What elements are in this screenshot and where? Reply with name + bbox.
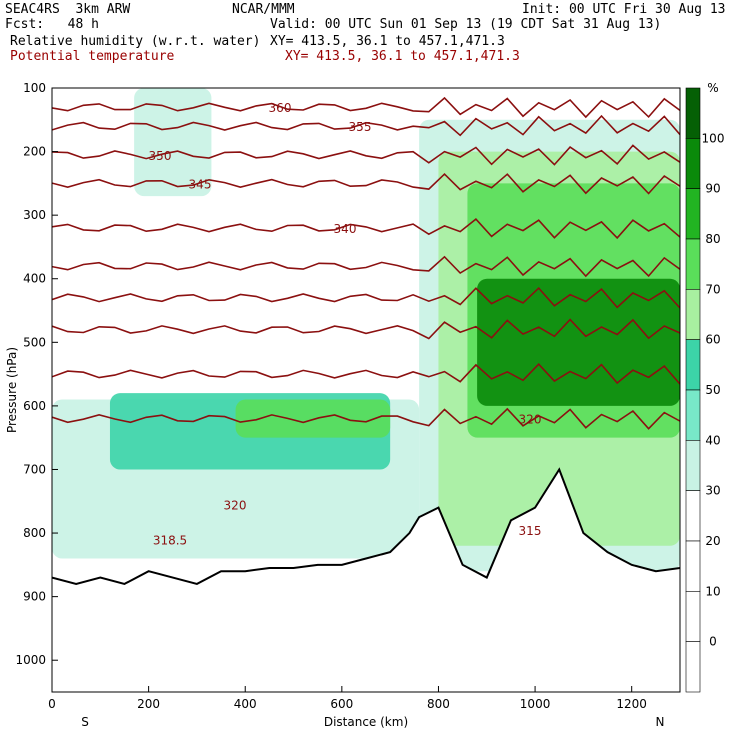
colorbar-label: % [707, 81, 718, 95]
colorbar-label: 90 [705, 182, 720, 196]
model-label: SEAC4RS 3km ARW [5, 2, 131, 17]
y-tick-label: 600 [23, 399, 46, 413]
rh-region [235, 399, 391, 438]
valid-label: Valid: 00 UTC Sun 01 Sep 13 (19 CDT Sat … [270, 17, 662, 32]
org-label: NCAR/MMM [232, 2, 295, 17]
x-tick-label: 1000 [520, 697, 551, 711]
theta-contour [52, 172, 680, 195]
south-label: S [81, 715, 89, 729]
x-tick-label: 800 [427, 697, 450, 711]
theta-contour [52, 218, 680, 240]
colorbar-segment [685, 138, 701, 189]
colorbar-segment [685, 490, 701, 542]
colorbar-label: 40 [705, 433, 720, 447]
rh-region [134, 88, 212, 197]
theta-label: 345 [189, 177, 212, 191]
y-tick-label: 1000 [15, 653, 46, 667]
theta-contour [52, 114, 680, 137]
theta-contour [52, 286, 680, 309]
field2-xy: XY= 413.5, 36.1 to 457.1,471.3 [285, 49, 520, 64]
y-tick-label: 700 [23, 462, 46, 476]
x-tick-label: 200 [137, 697, 160, 711]
theta-label: 320 [224, 498, 247, 512]
colorbar-segment [685, 339, 701, 391]
theta-contour [52, 407, 680, 430]
colorbar-label: 100 [702, 131, 725, 145]
colorbar-segment [685, 440, 701, 491]
y-tick-label: 100 [23, 81, 46, 95]
theta-label: 355 [349, 120, 372, 134]
field2-label: Potential temperature [10, 49, 175, 64]
colorbar-segment [685, 389, 701, 441]
y-axis-label: Pressure (hPa) [5, 347, 19, 433]
x-tick-label: 400 [234, 697, 257, 711]
colorbar-segment [685, 641, 701, 693]
colorbar-label: 10 [705, 584, 720, 598]
colorbar-label: 50 [705, 383, 720, 397]
y-tick-label: 400 [23, 272, 46, 286]
theta-label: 340 [334, 222, 357, 236]
colorbar-segment [685, 540, 701, 592]
colorbar-label: 20 [705, 534, 720, 548]
theta-contour [52, 144, 680, 166]
y-tick-label: 800 [23, 526, 46, 540]
theta-label: 360 [269, 101, 292, 115]
theta-contour [52, 96, 680, 119]
theta-label: 350 [149, 149, 172, 163]
field1-label: Relative humidity (w.r.t. water) [10, 34, 261, 49]
colorbar-segment [685, 87, 701, 139]
theta-label: 315 [519, 524, 542, 538]
theta-contour [52, 255, 680, 278]
colorbar-label: 0 [709, 635, 717, 649]
colorbar-label: 30 [705, 484, 720, 498]
plot-frame [51, 87, 681, 693]
colorbar-segment [685, 591, 701, 642]
terrain-line [52, 467, 680, 585]
theta-label: 320 [519, 413, 542, 427]
north-label: N [656, 715, 665, 729]
colorbar-label: 80 [705, 232, 720, 246]
x-tick-label: 1200 [616, 697, 647, 711]
colorbar-segment [685, 188, 701, 240]
colorbar-segment [685, 289, 701, 340]
field1-xy: XY= 413.5, 36.1 to 457.1,471.3 [270, 34, 505, 49]
y-tick-label: 500 [23, 335, 46, 349]
colorbar-label: 70 [705, 282, 720, 296]
theta-contour [52, 318, 680, 340]
theta-label: 318.5 [153, 533, 187, 547]
colorbar-label: 60 [705, 333, 720, 347]
y-tick-label: 900 [23, 590, 46, 604]
y-tick-label: 200 [23, 145, 46, 159]
init-label: Init: 00 UTC Fri 30 Aug 13 [522, 2, 726, 17]
x-axis-label: Distance (km) [324, 715, 408, 729]
y-tick-label: 300 [23, 208, 46, 222]
below-ground-mask [52, 469, 680, 692]
theta-contour [52, 363, 680, 385]
x-tick-label: 0 [48, 697, 56, 711]
fcst-label: Fcst: 48 h [5, 17, 99, 32]
colorbar-segment [685, 238, 701, 290]
x-tick-label: 600 [330, 697, 353, 711]
